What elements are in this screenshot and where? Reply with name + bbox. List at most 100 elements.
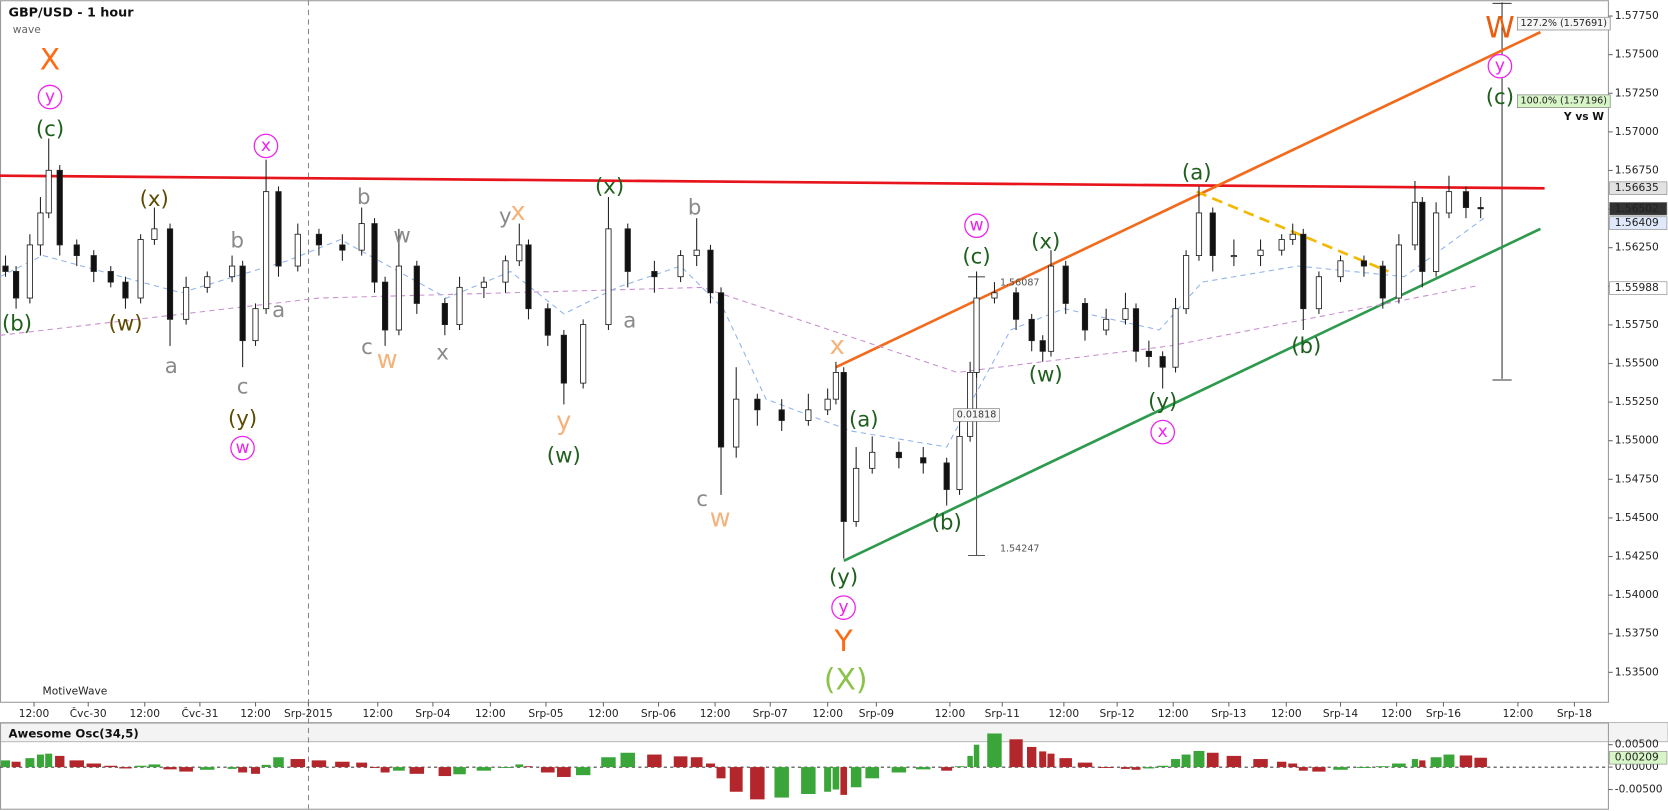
candle-body <box>1360 260 1368 267</box>
wave-label: W <box>1485 10 1514 45</box>
candle-body <box>1062 265 1069 304</box>
osc-bar <box>1 760 11 768</box>
osc-bar <box>774 767 789 798</box>
osc-bar <box>86 763 101 768</box>
wave-label: y <box>45 87 55 107</box>
x-tick-label: 12:00 <box>1158 707 1189 720</box>
osc-bar <box>251 767 261 774</box>
x-tick-label: 12:00 <box>1503 707 1534 720</box>
osc-bar <box>163 767 177 770</box>
candle-body <box>991 292 998 299</box>
osc-bar <box>955 766 965 768</box>
x-tick-label: Srp-07 <box>753 707 788 720</box>
candle-body <box>1183 255 1190 310</box>
chart-title: GBP/USD - 1 hour <box>9 5 135 20</box>
candle-body <box>1395 244 1402 299</box>
wave-label: (b) <box>2 312 32 337</box>
osc-bar <box>200 767 215 770</box>
wave-label: 1.56087 <box>1000 278 1040 289</box>
wave-label: (a) <box>849 407 879 432</box>
y-tick-label: 1.54250 <box>1615 550 1659 563</box>
y-tick-label: 1.55250 <box>1615 395 1659 408</box>
y-tick-label: 1.57500 <box>1615 48 1659 61</box>
wave-circle <box>831 595 856 620</box>
x-tick-label: 12:00 <box>812 707 843 720</box>
osc-bar <box>335 761 350 768</box>
x-tick-label: 12:00 <box>475 707 506 720</box>
candle-body <box>151 228 158 240</box>
osc-bar <box>1206 752 1219 768</box>
candle-body <box>275 191 282 267</box>
x-tick-label: Srp-18 <box>1557 707 1592 720</box>
candle-body <box>840 372 847 522</box>
price-marker <box>1609 281 1668 295</box>
candle-body <box>1132 308 1140 352</box>
candle-body <box>137 239 144 299</box>
wave-label: (w) <box>1029 363 1063 388</box>
candle-body <box>1419 201 1426 272</box>
osc-bar <box>1375 766 1390 768</box>
candle-body <box>973 297 980 373</box>
osc-bar <box>832 767 840 790</box>
candle-body <box>56 169 63 246</box>
candle-body <box>1209 212 1216 256</box>
osc-bar <box>499 767 512 768</box>
candle-body <box>1122 308 1129 320</box>
wave-label: (b) <box>932 511 962 536</box>
candle-body <box>371 223 378 283</box>
candle-body <box>413 265 420 304</box>
candle-body <box>1047 265 1055 352</box>
osc-bar <box>729 767 743 792</box>
osc-bar <box>25 758 35 768</box>
candle-body <box>1039 340 1046 352</box>
wave-label: (c) <box>36 117 64 142</box>
y-tick-label: 1.53500 <box>1615 665 1659 678</box>
wave-label: w <box>393 223 410 248</box>
osc-bar <box>311 760 327 768</box>
wave-label: x <box>511 197 526 227</box>
wave-label: x <box>261 136 271 156</box>
wave-label: (x) <box>595 174 624 199</box>
wave-label: c <box>696 487 708 512</box>
candle-body <box>1315 276 1322 310</box>
x-tick-label: Srp-13 <box>1211 707 1246 720</box>
wave-label: (x) <box>1031 230 1060 255</box>
osc-bar <box>716 767 726 779</box>
osc-bar <box>290 759 306 768</box>
osc-bar <box>850 767 862 788</box>
candle-body <box>1477 207 1484 210</box>
candle-body <box>262 191 270 310</box>
osc-bar <box>690 757 703 768</box>
candle-body <box>294 233 301 267</box>
x-tick-label: Srp-04 <box>415 707 450 720</box>
y-tick-label: 1.57000 <box>1615 125 1659 138</box>
osc-bar <box>393 767 405 771</box>
candle-body <box>26 244 33 299</box>
osc-bar <box>1459 755 1473 768</box>
osc-bar <box>1356 767 1372 768</box>
osc-bar <box>840 767 848 795</box>
wave-label: x <box>1158 422 1168 442</box>
x-tick-label: Srp-06 <box>641 707 676 720</box>
candle-body <box>1445 191 1453 214</box>
osc-bar <box>1143 767 1155 769</box>
osc-bar <box>261 764 271 768</box>
candle-body <box>1411 201 1419 246</box>
y-tick-label: 1.55500 <box>1615 356 1659 369</box>
x-tick-label: Srp-2015 <box>284 707 333 720</box>
osc-bar <box>1312 767 1326 772</box>
wave-label: (b) <box>1291 334 1321 359</box>
osc-bar <box>1047 753 1055 768</box>
osc-bar <box>179 767 193 772</box>
candle-body <box>1278 239 1285 251</box>
osc-bar <box>45 753 53 768</box>
osc-frame <box>0 722 1609 810</box>
osc-bar <box>1193 750 1205 768</box>
osc-bar <box>119 767 132 769</box>
osc-bar <box>801 767 816 794</box>
wave-label: w <box>710 503 731 533</box>
candle-body <box>544 308 551 336</box>
osc-bar <box>601 757 616 768</box>
trend-line <box>0 284 1479 373</box>
wave-label: a <box>272 298 285 323</box>
